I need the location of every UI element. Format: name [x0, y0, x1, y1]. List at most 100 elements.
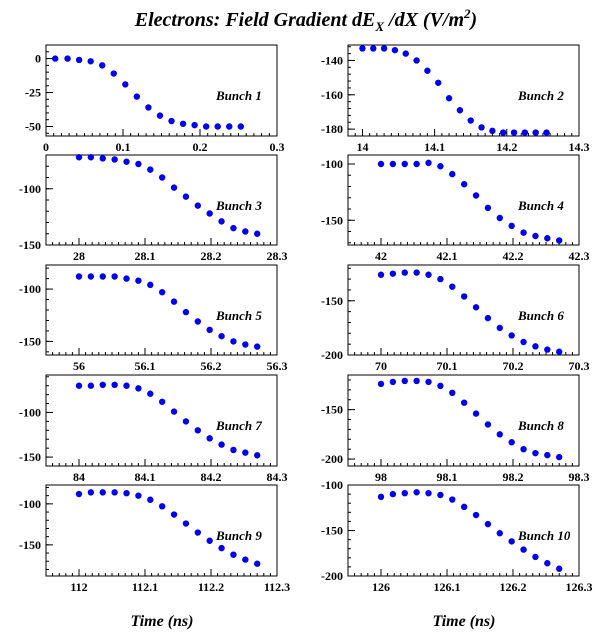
data-point: [460, 399, 468, 406]
data-point: [218, 441, 225, 448]
data-point: [456, 107, 464, 114]
data-point: [254, 452, 261, 459]
data-point: [254, 560, 261, 567]
data-point: [168, 117, 175, 125]
x-tick-label: 126.3: [566, 580, 593, 594]
data-point: [206, 326, 213, 334]
y-tick-label: -100: [321, 157, 343, 171]
data-point: [133, 93, 141, 100]
figure-title: Electrons: Field Gradient dEX /dX (V/m2): [134, 6, 477, 34]
data-point: [496, 530, 503, 537]
plot-frame: [347, 374, 580, 467]
x-tick-label: 112.3: [264, 580, 290, 594]
data-point: [135, 492, 142, 499]
data-point: [425, 378, 432, 386]
x-tick-label: 84.1: [135, 470, 156, 484]
data-point: [478, 124, 485, 131]
data-point: [472, 410, 480, 417]
data-point: [413, 269, 420, 276]
x-tick-label: 112.2: [198, 580, 224, 594]
data-point: [75, 382, 83, 389]
data-point: [226, 123, 233, 130]
data-point: [449, 283, 456, 290]
data-point: [182, 193, 190, 200]
panel-label: Bunch 8: [517, 418, 564, 433]
data-point: [64, 55, 71, 62]
x-tick-label: 42.2: [503, 249, 524, 263]
y-tick-label: -150: [19, 334, 41, 348]
x-tick-label: 56.3: [267, 359, 288, 373]
y-tick-label: 0: [35, 52, 41, 66]
data-point: [556, 348, 563, 355]
data-point: [182, 418, 190, 425]
data-point: [218, 332, 225, 340]
data-point: [230, 338, 237, 345]
data-point: [191, 121, 198, 129]
data-point: [194, 529, 201, 536]
x-tick-label: 0: [43, 140, 49, 154]
y-tick-label: -100: [321, 478, 343, 492]
x-tick-label: 28: [73, 249, 85, 263]
data-point: [449, 389, 456, 397]
data-point: [389, 490, 397, 498]
data-point: [508, 332, 515, 339]
data-point: [122, 81, 129, 88]
y-tick-label: -25: [25, 86, 41, 100]
panel-label: Bunch 1: [215, 88, 262, 103]
data-point: [75, 56, 83, 64]
panel-label: Bunch 6: [517, 308, 564, 323]
y-tick-label: -150: [321, 294, 343, 308]
data-point: [402, 50, 409, 57]
x-tick-label: 14.3: [569, 140, 590, 154]
data-point: [111, 381, 118, 389]
data-point: [472, 192, 480, 199]
panel-label: Bunch 7: [215, 418, 262, 433]
y-tick-label: -160: [321, 88, 343, 102]
data-point: [437, 163, 444, 170]
panel-label: Bunch 2: [517, 88, 564, 103]
data-point: [182, 308, 190, 316]
data-point: [111, 156, 118, 163]
data-point: [424, 67, 431, 74]
x-tick-label: 14: [356, 140, 368, 154]
data-point: [520, 546, 527, 553]
data-point: [467, 117, 474, 124]
data-point: [179, 120, 187, 127]
data-point: [182, 520, 190, 527]
data-point: [206, 210, 213, 217]
data-point: [484, 520, 492, 528]
data-point: [532, 343, 539, 350]
y-tick-label: -200: [321, 452, 343, 466]
x-axis-label-left: Time (ns): [131, 613, 194, 630]
data-point: [472, 304, 480, 311]
data-point: [556, 237, 563, 244]
data-point: [158, 289, 166, 296]
x-tick-label: 84.2: [201, 470, 222, 484]
data-point: [544, 451, 551, 459]
data-point: [202, 123, 210, 130]
x-tick-label: 28.2: [201, 249, 222, 263]
x-tick-label: 112.1: [132, 580, 158, 594]
plot-frame: [45, 484, 278, 577]
data-point: [437, 275, 444, 283]
x-tick-label: 70.1: [437, 359, 458, 373]
x-tick-label: 126.2: [500, 580, 527, 594]
data-point: [230, 551, 237, 558]
data-point: [377, 271, 385, 278]
data-point: [413, 377, 420, 385]
data-point: [510, 129, 518, 136]
data-point: [147, 496, 154, 503]
data-point: [206, 537, 213, 544]
data-point: [147, 166, 154, 173]
data-point: [370, 45, 377, 52]
data-point: [123, 158, 130, 165]
data-point: [544, 560, 551, 567]
data-point: [380, 45, 388, 52]
plot-frame: [45, 374, 278, 467]
panel-bunch-3: 28 28.1 28.2 28.3 -100 -150 Bunch 3: [19, 154, 288, 263]
x-tick-label: 70: [375, 359, 387, 373]
x-tick-label: 28.1: [135, 249, 156, 263]
data-point: [496, 214, 503, 222]
panels: 0 0.1 0.2 0.3 0 -25 -50 Bunch 1 14 14.1 14.2 14.3 -1…: [19, 44, 593, 594]
data-point: [242, 341, 249, 348]
